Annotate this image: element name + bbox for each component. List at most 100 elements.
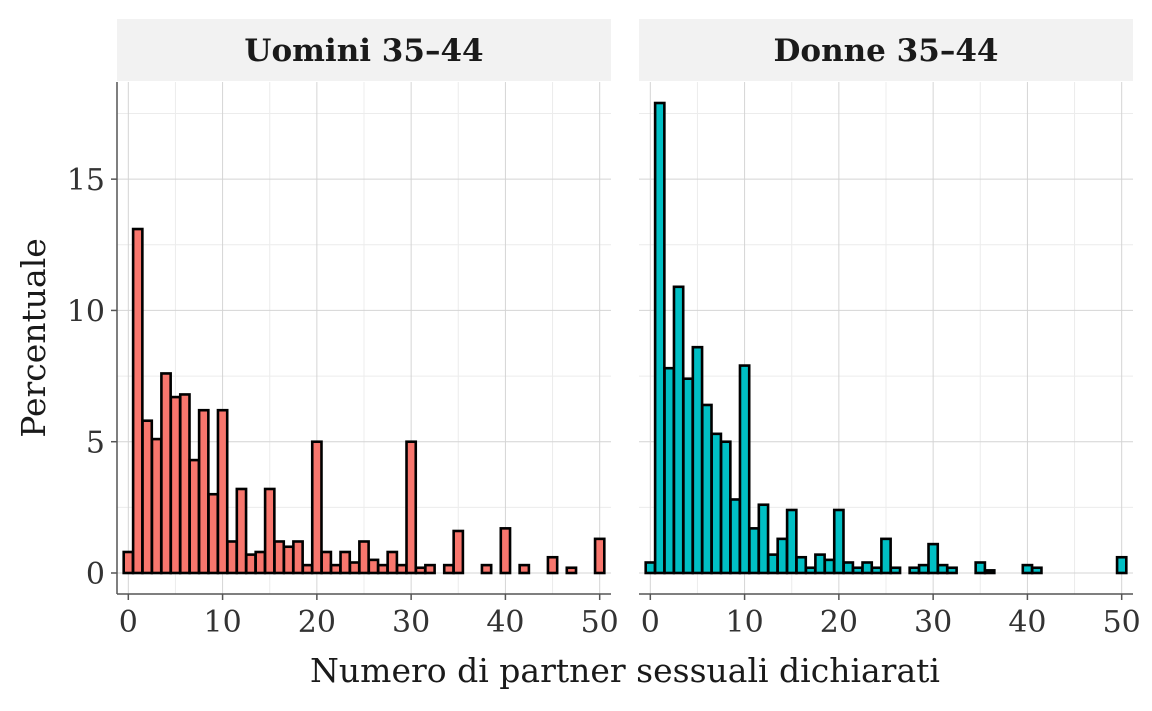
- bar: [757, 503, 770, 575]
- panel-1: Uomini 35–44 0 10 20 30 40 50: [116, 19, 619, 640]
- bar: [339, 550, 352, 575]
- bar: [263, 487, 276, 575]
- bar: [329, 563, 342, 575]
- bar: [766, 553, 779, 575]
- bar: [244, 553, 257, 575]
- x-tick-label: 50: [581, 605, 619, 640]
- bar: [917, 563, 930, 575]
- bar: [546, 555, 559, 575]
- bar: [160, 372, 172, 575]
- bar: [908, 566, 921, 575]
- bar: [197, 408, 210, 575]
- bar: [518, 563, 531, 575]
- x-tick-label: 20: [820, 605, 858, 640]
- y-tick-label: 5: [86, 426, 105, 461]
- bar: [565, 566, 578, 575]
- x-tick-label: 10: [203, 605, 241, 640]
- x-tick-label: 40: [486, 605, 524, 640]
- bar: [842, 561, 855, 575]
- bar: [292, 540, 304, 575]
- bar: [974, 561, 987, 575]
- x-axis-title: Numero di partner sessuali dichiarati: [310, 651, 940, 690]
- x-tick-label: 0: [119, 605, 138, 640]
- bar: [804, 566, 817, 575]
- bar: [729, 498, 742, 575]
- bar: [663, 366, 676, 575]
- bar: [776, 537, 789, 575]
- bar: [795, 555, 808, 575]
- bar: [235, 487, 248, 575]
- bar: [131, 227, 144, 575]
- bar: [710, 432, 723, 575]
- bar: [216, 408, 229, 575]
- bar: [880, 537, 892, 575]
- bar: [823, 558, 836, 575]
- bar: [832, 508, 845, 575]
- bar: [593, 537, 606, 575]
- bar: [946, 566, 958, 575]
- y-tick-label: 10: [67, 294, 105, 329]
- panel-2: Donne 35–44 0 10 20 30 40 50: [639, 19, 1141, 640]
- bar: [653, 101, 666, 575]
- bar: [141, 419, 154, 575]
- bar: [480, 563, 493, 575]
- panel-title: Donne 35–44: [774, 33, 999, 69]
- bar: [814, 553, 826, 575]
- panel-strip: [639, 19, 1133, 81]
- bar: [1115, 555, 1128, 575]
- panel-title: Uomini 35–44: [244, 33, 483, 69]
- bar: [927, 542, 940, 575]
- bar: [169, 395, 182, 575]
- bar: [644, 561, 657, 575]
- bar: [301, 563, 314, 575]
- bar: [1030, 566, 1043, 575]
- bar: [254, 550, 267, 575]
- bar: [207, 492, 220, 575]
- y-axis-title: Percentuale: [14, 238, 53, 438]
- x-tick-label: 50: [1103, 605, 1141, 640]
- bar: [889, 566, 902, 575]
- bar: [983, 569, 996, 575]
- bar: [226, 540, 238, 575]
- bar: [348, 561, 361, 575]
- bar: [1021, 563, 1034, 575]
- bar: [870, 566, 883, 575]
- bar: [386, 550, 399, 575]
- bar: [273, 540, 286, 575]
- bar: [395, 563, 408, 575]
- bar: [748, 527, 760, 575]
- y-tick-label: 0: [86, 557, 105, 592]
- bar: [358, 540, 370, 575]
- bar: [424, 563, 436, 575]
- bar: [282, 545, 295, 575]
- bar: [691, 345, 704, 575]
- bar: [188, 458, 201, 575]
- bar: [682, 377, 694, 575]
- bar: [414, 566, 427, 575]
- bar: [700, 403, 713, 575]
- bar: [320, 550, 333, 575]
- bar: [499, 527, 512, 575]
- bar: [376, 563, 389, 575]
- x-tick-label: 10: [725, 605, 763, 640]
- bar: [861, 561, 874, 575]
- y-axis-ticks: 0 5 10 15: [67, 163, 117, 592]
- bar: [122, 550, 135, 575]
- bar: [738, 364, 751, 575]
- x-tick-label: 0: [641, 605, 660, 640]
- bar: [719, 440, 732, 575]
- bar: [310, 440, 323, 575]
- bar: [405, 440, 418, 575]
- x-tick-label: 30: [914, 605, 952, 640]
- x-tick-label: 30: [392, 605, 430, 640]
- bar: [851, 566, 864, 575]
- bar: [150, 437, 163, 575]
- panel-strip: [117, 19, 611, 81]
- bar: [367, 558, 380, 575]
- x-tick-label: 40: [1008, 605, 1046, 640]
- bar: [672, 285, 685, 575]
- x-tick-label: 20: [298, 605, 336, 640]
- bar: [442, 563, 455, 575]
- bar: [785, 508, 798, 575]
